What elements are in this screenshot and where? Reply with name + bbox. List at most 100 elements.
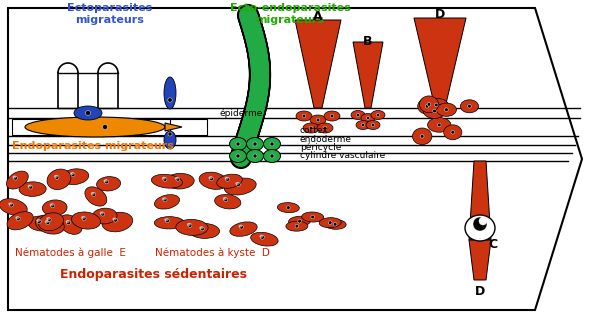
Ellipse shape (351, 110, 365, 120)
Ellipse shape (59, 215, 82, 234)
Ellipse shape (361, 114, 375, 122)
Ellipse shape (50, 203, 54, 206)
Ellipse shape (28, 184, 31, 188)
Circle shape (302, 114, 306, 118)
Ellipse shape (224, 178, 256, 195)
Ellipse shape (436, 103, 456, 116)
Ellipse shape (43, 200, 67, 216)
Circle shape (240, 225, 243, 229)
Circle shape (102, 125, 108, 129)
Ellipse shape (28, 216, 54, 231)
Text: épiderme: épiderme (220, 109, 263, 119)
Ellipse shape (217, 174, 242, 188)
Ellipse shape (112, 218, 117, 221)
Ellipse shape (85, 187, 107, 206)
Ellipse shape (319, 218, 341, 228)
Ellipse shape (317, 123, 333, 133)
Ellipse shape (8, 203, 12, 205)
Circle shape (236, 183, 240, 187)
Ellipse shape (461, 100, 478, 113)
Ellipse shape (54, 175, 58, 178)
Text: C: C (488, 238, 497, 251)
Ellipse shape (45, 220, 49, 223)
Ellipse shape (208, 176, 213, 179)
Circle shape (51, 204, 54, 208)
Circle shape (165, 219, 169, 223)
Ellipse shape (427, 118, 451, 132)
Polygon shape (469, 161, 491, 240)
Ellipse shape (444, 125, 462, 140)
Circle shape (113, 218, 117, 222)
Circle shape (420, 135, 424, 138)
Circle shape (298, 219, 301, 223)
Circle shape (270, 154, 274, 158)
Circle shape (309, 126, 313, 130)
Ellipse shape (465, 215, 495, 241)
Circle shape (28, 185, 33, 189)
Circle shape (270, 142, 274, 146)
Ellipse shape (303, 123, 319, 133)
Ellipse shape (324, 111, 340, 121)
Ellipse shape (175, 177, 179, 180)
Ellipse shape (102, 212, 133, 232)
Text: D: D (475, 285, 485, 298)
Ellipse shape (81, 216, 85, 219)
Circle shape (435, 103, 438, 107)
Circle shape (333, 223, 337, 226)
Ellipse shape (162, 197, 166, 200)
Ellipse shape (187, 223, 191, 226)
Ellipse shape (15, 216, 19, 219)
Ellipse shape (302, 212, 324, 222)
Circle shape (361, 123, 365, 127)
Circle shape (55, 175, 59, 179)
Ellipse shape (36, 215, 65, 234)
Circle shape (236, 154, 240, 158)
Text: Nématodes à galle  E: Nématodes à galle E (15, 247, 126, 258)
Ellipse shape (246, 137, 263, 150)
Circle shape (451, 130, 455, 134)
Ellipse shape (263, 149, 281, 162)
Circle shape (224, 198, 228, 202)
Ellipse shape (164, 77, 176, 109)
Circle shape (188, 224, 192, 227)
Circle shape (105, 180, 108, 184)
Ellipse shape (288, 216, 311, 226)
Ellipse shape (366, 121, 380, 129)
Circle shape (330, 114, 334, 118)
Circle shape (366, 116, 369, 120)
Ellipse shape (70, 172, 74, 175)
Circle shape (323, 126, 327, 130)
Circle shape (425, 104, 429, 108)
Ellipse shape (324, 219, 346, 229)
Circle shape (210, 177, 213, 181)
Circle shape (163, 177, 167, 181)
Ellipse shape (96, 176, 121, 191)
Text: cortex: cortex (300, 126, 329, 135)
Circle shape (479, 217, 487, 225)
Circle shape (329, 221, 332, 225)
Ellipse shape (310, 115, 326, 125)
Circle shape (260, 235, 265, 239)
Ellipse shape (230, 149, 246, 162)
Ellipse shape (424, 98, 448, 112)
Circle shape (9, 203, 13, 207)
Circle shape (163, 198, 167, 202)
Text: Endoparasites sédentaires: Endoparasites sédentaires (60, 268, 247, 281)
Polygon shape (8, 8, 582, 310)
Ellipse shape (91, 192, 95, 195)
Circle shape (445, 108, 448, 112)
Ellipse shape (152, 174, 182, 188)
Text: B: B (363, 35, 373, 48)
Ellipse shape (286, 221, 308, 231)
Ellipse shape (36, 219, 40, 222)
Ellipse shape (99, 211, 104, 215)
Ellipse shape (25, 117, 165, 137)
Circle shape (14, 176, 17, 180)
Circle shape (468, 105, 471, 108)
Polygon shape (353, 42, 383, 108)
Ellipse shape (223, 197, 227, 200)
Ellipse shape (7, 212, 33, 230)
Circle shape (253, 142, 257, 146)
Ellipse shape (224, 177, 229, 180)
Ellipse shape (19, 182, 46, 196)
